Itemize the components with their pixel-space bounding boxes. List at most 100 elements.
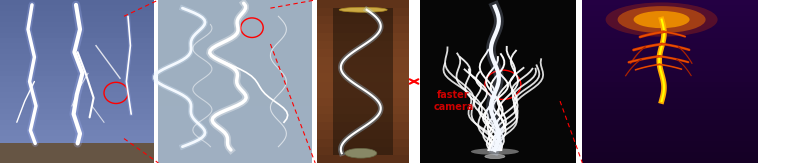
Bar	[158, 73, 312, 82]
Bar	[158, 24, 312, 33]
Bar	[158, 65, 312, 73]
Bar	[582, 125, 758, 130]
Bar	[154, 0, 158, 163]
Bar	[317, 130, 409, 139]
Bar	[582, 152, 758, 158]
Bar	[0, 141, 154, 147]
Bar	[582, 147, 758, 152]
Bar	[582, 92, 758, 98]
Bar	[0, 119, 154, 125]
Bar	[582, 38, 758, 44]
Bar	[582, 141, 758, 147]
Bar	[582, 109, 758, 114]
Bar	[158, 147, 312, 155]
Bar	[582, 16, 758, 22]
Bar	[582, 71, 758, 76]
Ellipse shape	[606, 2, 718, 37]
Bar	[317, 49, 409, 57]
Bar	[317, 24, 409, 33]
Bar	[582, 65, 758, 71]
Bar	[0, 60, 154, 65]
Bar	[0, 22, 154, 27]
Bar	[333, 8, 393, 155]
Bar	[158, 90, 312, 98]
Bar	[158, 0, 312, 8]
Ellipse shape	[339, 7, 387, 12]
Bar	[582, 119, 758, 125]
Bar	[0, 109, 154, 114]
Bar	[0, 103, 154, 109]
Bar	[0, 71, 154, 76]
Bar	[420, 0, 576, 163]
Bar	[582, 130, 758, 136]
Bar	[0, 54, 154, 60]
Ellipse shape	[471, 148, 519, 155]
Bar	[0, 92, 154, 98]
Bar	[0, 27, 154, 33]
Bar	[576, 0, 582, 163]
Bar	[317, 98, 409, 106]
Bar	[582, 44, 758, 49]
Bar	[317, 139, 409, 147]
Bar	[582, 87, 758, 92]
Bar	[409, 0, 420, 163]
Bar	[0, 114, 154, 119]
Bar	[0, 82, 154, 87]
Bar	[312, 0, 317, 163]
Bar	[317, 41, 409, 49]
Bar	[158, 106, 312, 114]
Bar	[317, 122, 409, 130]
Bar	[317, 73, 409, 82]
Bar	[317, 8, 409, 16]
Bar	[158, 155, 312, 163]
Bar	[582, 98, 758, 103]
Bar	[582, 5, 758, 11]
Ellipse shape	[634, 11, 690, 28]
Bar	[317, 82, 409, 90]
Bar	[0, 5, 154, 11]
Text: faster
camera: faster camera	[434, 90, 474, 112]
Bar	[158, 130, 312, 139]
Bar	[0, 158, 154, 163]
Ellipse shape	[345, 148, 377, 158]
Bar	[158, 49, 312, 57]
Ellipse shape	[618, 6, 706, 33]
Bar	[0, 33, 154, 38]
Bar	[0, 87, 154, 92]
Bar	[317, 90, 409, 98]
Bar	[0, 44, 154, 49]
Bar	[158, 0, 312, 163]
Bar	[158, 33, 312, 41]
Bar	[0, 98, 154, 103]
Bar	[582, 136, 758, 141]
Bar	[0, 136, 154, 141]
Bar	[158, 114, 312, 122]
Bar	[317, 155, 409, 163]
Bar	[582, 76, 758, 82]
Bar	[0, 38, 154, 44]
Bar	[317, 57, 409, 65]
Bar	[582, 0, 758, 5]
Bar	[317, 65, 409, 73]
Bar	[0, 65, 154, 71]
Bar	[0, 49, 154, 54]
Bar	[582, 33, 758, 38]
Bar	[317, 106, 409, 114]
Bar	[0, 143, 154, 163]
Bar	[158, 122, 312, 130]
Bar	[158, 139, 312, 147]
Bar	[158, 41, 312, 49]
Bar	[582, 22, 758, 27]
Bar	[158, 57, 312, 65]
Bar	[158, 82, 312, 90]
Bar	[582, 114, 758, 119]
Bar	[582, 54, 758, 60]
Bar	[0, 152, 154, 158]
Bar	[317, 0, 409, 8]
Bar	[158, 98, 312, 106]
Bar	[0, 16, 154, 22]
Bar	[158, 16, 312, 24]
Bar	[582, 60, 758, 65]
Bar	[0, 130, 154, 136]
Bar	[582, 82, 758, 87]
